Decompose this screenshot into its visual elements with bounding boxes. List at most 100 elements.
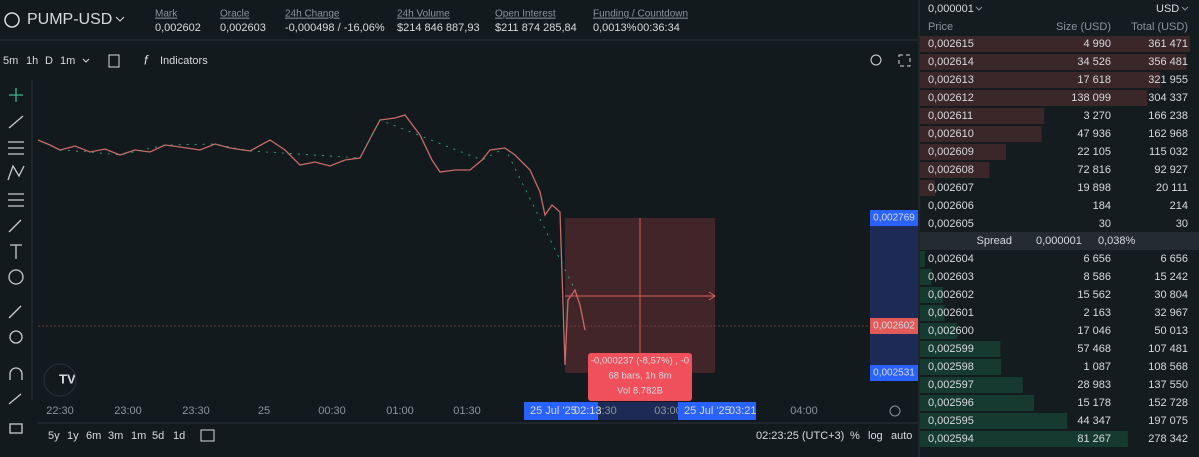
x-tick-label: 22:30: [46, 405, 74, 417]
interval-button[interactable]: 1h: [26, 55, 38, 67]
price[interactable]: 0,002596: [928, 397, 974, 409]
price[interactable]: 0,002606: [928, 200, 974, 212]
price[interactable]: 0,002612: [928, 92, 974, 104]
depth-bar: [920, 54, 1187, 70]
total: 152 728: [1148, 397, 1188, 409]
fib-tool[interactable]: [8, 141, 24, 155]
interval-button[interactable]: 5m: [3, 55, 18, 67]
price[interactable]: 0,002598: [928, 361, 974, 373]
total: 30 804: [1154, 289, 1188, 301]
price[interactable]: 0,002602: [928, 289, 974, 301]
range-end-badge: [678, 402, 756, 420]
price[interactable]: 0,002609: [928, 146, 974, 158]
price[interactable]: 0,002608: [928, 164, 974, 176]
price[interactable]: 0,002610: [928, 128, 974, 140]
pattern-tool[interactable]: [7, 164, 25, 181]
emoji-tool[interactable]: [8, 269, 24, 285]
chevron[interactable]: [1181, 6, 1189, 11]
brush-tool[interactable]: [8, 219, 22, 233]
lock-tool[interactable]: [9, 423, 23, 434]
stat-value: $211 874 285,84: [495, 22, 577, 34]
measure-tooltip: [588, 353, 692, 401]
total: 214: [1170, 200, 1188, 212]
range-button[interactable]: 3m: [108, 430, 123, 442]
search-icon[interactable]: [870, 54, 882, 66]
price[interactable]: 0,002605: [928, 218, 974, 230]
range-button[interactable]: 5d: [152, 430, 164, 442]
x-tick-label: 01:30: [453, 405, 481, 417]
interval-chevron[interactable]: [82, 58, 90, 63]
stat-label: 24h Change: [285, 9, 340, 20]
scale-option[interactable]: auto: [891, 430, 912, 442]
fullscreen-icon[interactable]: [898, 54, 911, 67]
price[interactable]: 0,002614: [928, 56, 974, 68]
projection-tool[interactable]: [8, 193, 24, 207]
depth-bar: [920, 126, 1042, 142]
total: 107 481: [1148, 343, 1188, 355]
total: 6 656: [1160, 253, 1188, 265]
price-line-up: [59, 119, 576, 291]
spread-label: Spread: [977, 235, 1012, 247]
interval-button[interactable]: 1m: [60, 55, 75, 67]
ruler-tool[interactable]: [8, 305, 22, 319]
total: 197 075: [1148, 415, 1188, 427]
fx-icon[interactable]: f: [144, 52, 149, 67]
price[interactable]: 0,002594: [928, 433, 974, 445]
price[interactable]: 0,002607: [928, 182, 974, 194]
zoom-tool[interactable]: [9, 330, 23, 344]
candle-icon[interactable]: [108, 54, 120, 68]
indicators-button[interactable]: Indicators: [160, 55, 208, 67]
price[interactable]: 0,002595: [928, 415, 974, 427]
range-button[interactable]: 1m: [131, 430, 146, 442]
chevron[interactable]: [975, 6, 983, 11]
stat-label: Open Interest: [495, 9, 556, 20]
price[interactable]: 0,002597: [928, 379, 974, 391]
size: 17 618: [1077, 74, 1111, 86]
tick-size[interactable]: 0,000001: [928, 3, 974, 15]
tooltip-line: -0,000237 (-8,57%) , -0: [591, 356, 689, 367]
price[interactable]: 0,002601: [928, 307, 974, 319]
range-button[interactable]: 1d: [173, 430, 185, 442]
scale-option[interactable]: log: [868, 430, 883, 442]
line-tool[interactable]: [8, 115, 24, 129]
currency[interactable]: USD: [1156, 3, 1179, 15]
scale-option[interactable]: %: [850, 430, 860, 442]
total: 356 481: [1148, 56, 1188, 68]
depth-bar: [920, 287, 944, 303]
range-start-date: 25 Jul '25: [530, 405, 577, 417]
price[interactable]: 0,002599: [928, 343, 974, 355]
total: 30: [1176, 218, 1188, 230]
size: 184: [1093, 200, 1111, 212]
price[interactable]: 0,002615: [928, 38, 974, 50]
lock-draw-tool[interactable]: [8, 393, 22, 405]
range-button[interactable]: 1y: [67, 430, 79, 442]
magnet-tool[interactable]: [9, 367, 23, 380]
total: 361 471: [1148, 38, 1188, 50]
interval-button[interactable]: D: [45, 55, 53, 67]
size: 44 347: [1077, 415, 1111, 427]
calendar-icon[interactable]: [200, 429, 215, 442]
size: 17 046: [1077, 325, 1111, 337]
size: 34 526: [1077, 56, 1111, 68]
price[interactable]: 0,002613: [928, 74, 974, 86]
drawing-tools: [7, 88, 25, 434]
price[interactable]: 0,002611: [928, 110, 973, 122]
text-tool[interactable]: [10, 244, 22, 259]
symbol[interactable]: PUMP-USD: [27, 11, 112, 28]
depth-bar: [920, 269, 932, 285]
depth-bar: [920, 180, 936, 196]
tooltip-line: 68 bars, 1h 8m: [608, 371, 671, 382]
price[interactable]: 0,002603: [928, 271, 974, 283]
settings-icon[interactable]: [889, 405, 901, 417]
tv-logo[interactable]: TV: [59, 371, 76, 386]
range-button[interactable]: 6m: [86, 430, 101, 442]
stat-extra: 00:36:34: [637, 22, 680, 34]
stat-value: 0,0013%: [593, 22, 637, 34]
price[interactable]: 0,002604: [928, 253, 974, 265]
total: 321 955: [1148, 74, 1188, 86]
measure-arrow: [565, 291, 716, 301]
range-button[interactable]: 5y: [48, 430, 60, 442]
price[interactable]: 0,002600: [928, 325, 974, 337]
crosshair-tool[interactable]: [9, 88, 23, 102]
chevron[interactable]: [115, 16, 125, 22]
